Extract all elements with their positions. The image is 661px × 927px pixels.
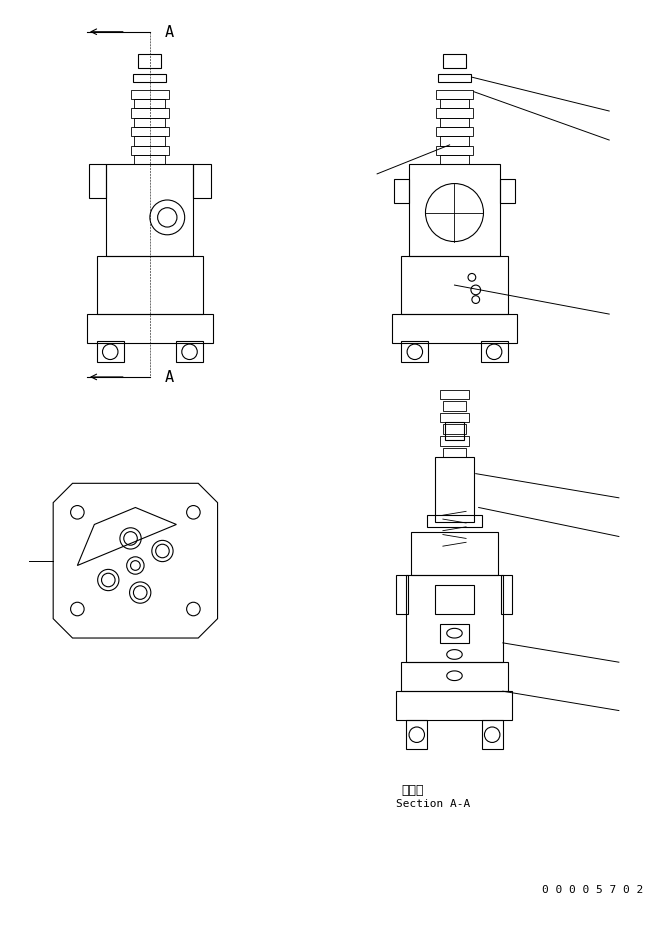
Bar — [436, 109, 473, 119]
Bar — [406, 720, 428, 749]
Bar — [443, 448, 466, 458]
Bar — [401, 663, 508, 692]
Text: 断　面: 断 面 — [401, 783, 424, 796]
Bar — [130, 146, 169, 156]
Bar — [440, 100, 469, 109]
Bar — [394, 180, 408, 204]
Bar — [391, 315, 518, 344]
Bar — [130, 91, 169, 100]
Bar — [440, 390, 469, 400]
Bar — [440, 137, 469, 146]
Bar — [440, 156, 469, 165]
Bar — [436, 146, 473, 156]
Bar — [440, 413, 469, 423]
Bar — [440, 119, 469, 128]
Bar — [401, 342, 428, 363]
Bar — [134, 137, 165, 146]
Bar — [138, 55, 161, 69]
Bar — [87, 315, 213, 344]
Bar — [445, 423, 464, 440]
Bar — [436, 91, 473, 100]
Bar — [443, 401, 466, 412]
Bar — [176, 342, 203, 363]
Bar — [501, 576, 512, 615]
Bar — [440, 437, 469, 446]
Bar — [411, 532, 498, 576]
Text: A: A — [165, 25, 173, 40]
Bar — [397, 576, 408, 615]
Bar — [397, 692, 512, 720]
Bar — [438, 75, 471, 83]
Bar — [130, 109, 169, 119]
Bar — [134, 100, 165, 109]
Bar — [134, 156, 165, 165]
Bar — [435, 458, 474, 523]
Bar — [401, 257, 508, 315]
Bar — [440, 624, 469, 643]
Bar — [408, 165, 500, 257]
Bar — [482, 720, 503, 749]
Bar — [130, 128, 169, 137]
Bar — [134, 119, 165, 128]
Bar — [428, 515, 482, 527]
Bar — [194, 165, 211, 198]
Bar — [134, 75, 167, 83]
Bar — [97, 342, 124, 363]
Bar — [406, 576, 503, 663]
Bar — [97, 257, 203, 315]
Bar — [443, 55, 466, 69]
Bar — [481, 342, 508, 363]
Bar — [436, 128, 473, 137]
Bar — [89, 165, 106, 198]
Bar — [500, 180, 515, 204]
Text: 0 0 0 0 5 7 0 2: 0 0 0 0 5 7 0 2 — [541, 884, 642, 895]
Bar — [106, 165, 194, 257]
Text: A: A — [165, 370, 173, 385]
Bar — [443, 425, 466, 435]
Text: Section A-A: Section A-A — [397, 798, 471, 807]
Bar — [435, 585, 474, 615]
